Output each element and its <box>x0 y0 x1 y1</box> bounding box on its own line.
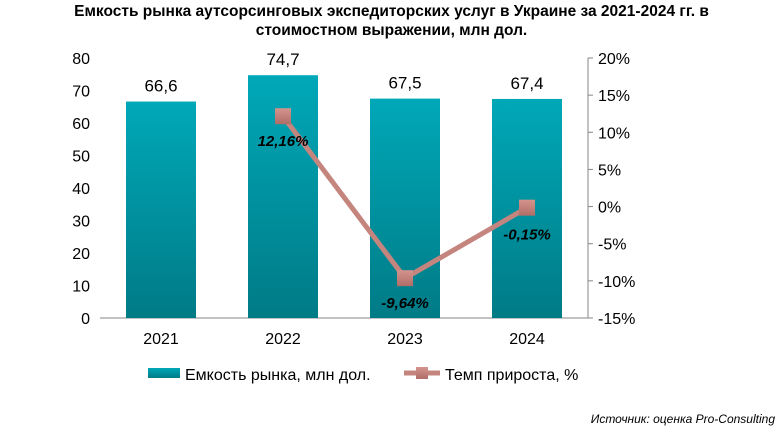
growth-value-label: -0,15% <box>503 227 551 244</box>
right-tick-label: 15% <box>598 88 630 105</box>
legend-bar-label: Емкость рынка, млн дол. <box>185 367 371 384</box>
growth-value-label: 12,16% <box>258 133 309 150</box>
x-tick-label: 2022 <box>265 331 301 348</box>
growth-marker-2024 <box>519 199 535 216</box>
right-tick-label: 10% <box>598 125 630 142</box>
title-line-1: Емкость рынка аутсорсинговых экспедиторс… <box>74 3 709 20</box>
bar-value-label: 66,6 <box>144 77 177 96</box>
right-tick-label: 20% <box>598 51 630 68</box>
bar-value-label: 67,5 <box>388 74 421 93</box>
bar-2021 <box>126 101 196 318</box>
left-tick-label: 50 <box>72 149 90 166</box>
chart-title: Емкость рынка аутсорсинговых экспедиторс… <box>0 2 783 40</box>
growth-value-label: -9,64% <box>381 295 429 312</box>
bar-value-label: 67,4 <box>510 74 543 93</box>
legend-bar-swatch <box>148 368 180 378</box>
right-tick-label: -5% <box>598 237 626 254</box>
left-tick-label: 70 <box>72 84 90 101</box>
left-tick-label: 80 <box>72 51 90 68</box>
left-tick-label: 60 <box>72 116 90 133</box>
x-tick-label: 2024 <box>509 331 545 348</box>
left-tick-label: 40 <box>72 181 90 198</box>
source-note: Источник: оценка Pro-Consulting <box>590 412 775 426</box>
bar-value-label: 74,7 <box>266 50 299 69</box>
legend-line-marker <box>416 367 428 379</box>
title-line-2: стоимостном выражении, млн дол. <box>255 22 528 39</box>
right-tick-label: 0% <box>598 200 621 217</box>
legend-line-label: Темп прироста, % <box>445 367 578 384</box>
growth-marker-2022 <box>275 108 291 125</box>
right-tick-label: 5% <box>598 162 621 179</box>
x-tick-label: 2021 <box>143 331 179 348</box>
x-tick-label: 2023 <box>387 331 423 348</box>
left-tick-label: 0 <box>81 311 90 328</box>
left-tick-label: 20 <box>72 246 90 263</box>
right-tick-label: -15% <box>598 311 635 328</box>
growth-marker-2023 <box>397 270 413 287</box>
left-tick-label: 10 <box>72 279 90 296</box>
left-tick-label: 30 <box>72 214 90 231</box>
right-tick-label: -10% <box>598 274 635 291</box>
